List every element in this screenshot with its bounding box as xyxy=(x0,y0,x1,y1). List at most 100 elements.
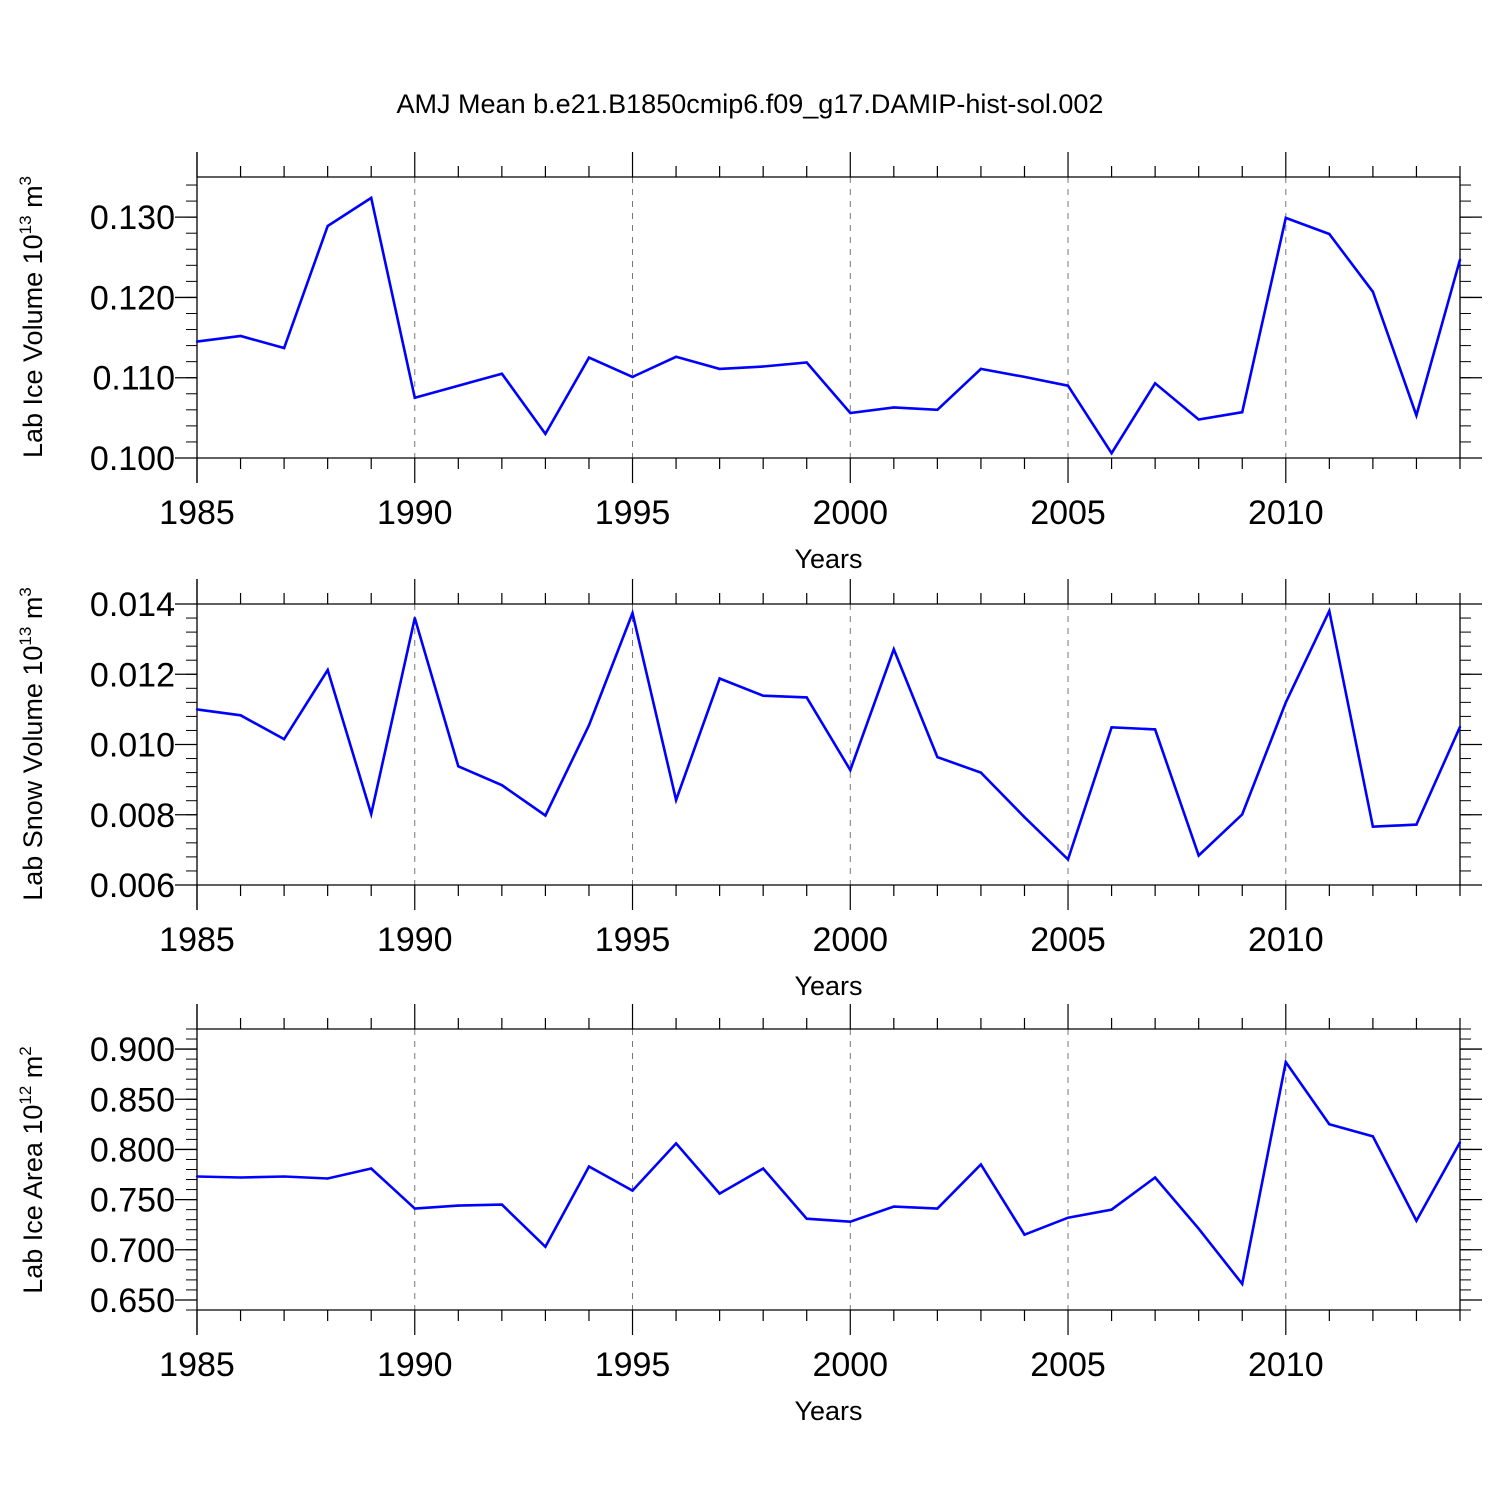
y-tick-label: 0.700 xyxy=(90,1232,175,1270)
panel-3: 0.650 0.700 0.750 0.800 0.850 0.900 1985 1990 19… xyxy=(16,1004,1482,1426)
y-axis-title-superscript: 13 xyxy=(16,627,35,646)
data-point xyxy=(805,361,808,364)
y-axis-title-part: m xyxy=(18,1056,48,1086)
data-point xyxy=(587,356,591,359)
y-tick-label: 0.006 xyxy=(90,867,175,905)
y-tick-label: 0.650 xyxy=(90,1282,175,1320)
data-point xyxy=(718,367,721,371)
data-point xyxy=(195,340,199,343)
data-point xyxy=(1284,1060,1287,1064)
data-point xyxy=(239,334,242,338)
y-tick-label: 0.130 xyxy=(90,199,175,237)
series-line xyxy=(196,606,1462,862)
data-point xyxy=(1328,1123,1331,1126)
y-tick-label: 0.014 xyxy=(90,586,175,624)
data-point xyxy=(1284,701,1287,704)
data-point xyxy=(1066,858,1070,861)
data-point xyxy=(1371,1135,1375,1138)
data-point xyxy=(1153,728,1157,731)
y-axis-title-part: m xyxy=(18,597,48,627)
data-point xyxy=(1458,1141,1462,1144)
x-tick-label: 1995 xyxy=(595,1346,671,1384)
data-point xyxy=(892,648,896,651)
data-point xyxy=(892,406,896,409)
data-point xyxy=(849,411,852,415)
data-point xyxy=(370,1167,373,1170)
data-point xyxy=(1153,382,1157,385)
x-tick-label: 2010 xyxy=(1248,921,1324,959)
data-point xyxy=(326,668,329,672)
y-tick-label: 0.110 xyxy=(92,360,175,398)
y-tick-label: 0.120 xyxy=(90,279,175,317)
y-axis-title-part: Lab Ice Volume 10 xyxy=(18,234,48,458)
x-tick-label: 2000 xyxy=(812,921,888,959)
data-point xyxy=(239,714,242,717)
y-tick-label: 0.010 xyxy=(90,727,175,765)
data-point xyxy=(1066,1216,1070,1219)
series-line xyxy=(196,195,1462,456)
panel-1: 0.100 0.110 0.120 0.130 1985 1990 1995 2000 2005… xyxy=(16,152,1482,574)
series-line xyxy=(196,1058,1462,1287)
data-point xyxy=(718,1192,721,1195)
x-tick-label: 2005 xyxy=(1030,1346,1106,1384)
data-point xyxy=(326,1177,329,1180)
y-tick-label: 0.800 xyxy=(90,1131,175,1169)
data-point xyxy=(979,1163,983,1166)
data-point xyxy=(849,1220,852,1223)
data-point xyxy=(1415,823,1418,826)
y-axis-title-part: Lab Snow Volume 10 xyxy=(18,646,48,901)
data-point xyxy=(674,798,678,802)
data-point xyxy=(761,694,765,697)
data-point xyxy=(674,1142,678,1145)
data-point xyxy=(674,355,678,359)
data-point xyxy=(892,1205,896,1208)
y-axis-title-superscript: 2 xyxy=(16,1046,35,1055)
y-axis-title-part: m xyxy=(18,185,48,215)
data-point xyxy=(326,224,329,228)
data-point xyxy=(1110,726,1113,729)
chart-title: AMJ Mean b.e21.B1850cmip6.f09_g17.DAMIP-… xyxy=(397,89,1104,119)
x-tick-label: 2010 xyxy=(1248,494,1324,532)
data-point xyxy=(282,1175,286,1178)
panels: 0.100 0.110 0.120 0.130 1985 1990 1995 2000 2005… xyxy=(16,152,1482,1426)
x-tick-label: 2010 xyxy=(1248,1346,1324,1384)
x-tick-label: 2005 xyxy=(1030,494,1106,532)
data-point xyxy=(979,771,983,774)
x-tick-label: 1985 xyxy=(159,494,235,532)
data-point xyxy=(370,196,373,200)
data-point xyxy=(631,611,634,615)
data-point xyxy=(544,1245,547,1248)
data-point xyxy=(1415,414,1418,417)
data-point xyxy=(718,677,721,680)
y-axis-title-part: Lab Ice Area 10 xyxy=(18,1105,48,1294)
data-point xyxy=(282,738,286,741)
data-point xyxy=(587,1165,591,1168)
data-point xyxy=(936,408,939,412)
x-tick-label: 1990 xyxy=(377,494,453,532)
data-point xyxy=(195,708,199,711)
data-point xyxy=(457,1204,460,1207)
x-tick-label: 2000 xyxy=(812,1346,888,1384)
data-point xyxy=(1023,1233,1026,1236)
y-tick-label: 0.850 xyxy=(90,1081,175,1119)
data-point xyxy=(805,1217,808,1220)
y-axis-title: Lab Snow Volume 1013 m3 xyxy=(16,587,48,901)
x-tick-label: 1995 xyxy=(595,921,671,959)
panel-2: 0.006 0.008 0.010 0.012 0.014 1985 1990 1995 200… xyxy=(16,579,1482,1001)
data-point xyxy=(500,1203,504,1206)
x-tick-label: 2005 xyxy=(1030,921,1106,959)
y-axis-title-superscript: 3 xyxy=(16,587,35,596)
data-point xyxy=(1023,816,1026,819)
x-tick-label: 1990 xyxy=(377,921,453,959)
data-point xyxy=(1415,1219,1418,1222)
data-point xyxy=(457,765,460,768)
data-point xyxy=(1371,290,1375,294)
x-tick-label: 2000 xyxy=(812,494,888,532)
data-point xyxy=(936,1207,939,1210)
data-point xyxy=(500,372,504,375)
data-point xyxy=(1328,609,1331,613)
y-axis-title-superscript: 3 xyxy=(16,176,35,185)
data-point xyxy=(544,432,547,436)
x-axis-title: Years xyxy=(794,971,862,1001)
data-point xyxy=(1241,1282,1244,1286)
